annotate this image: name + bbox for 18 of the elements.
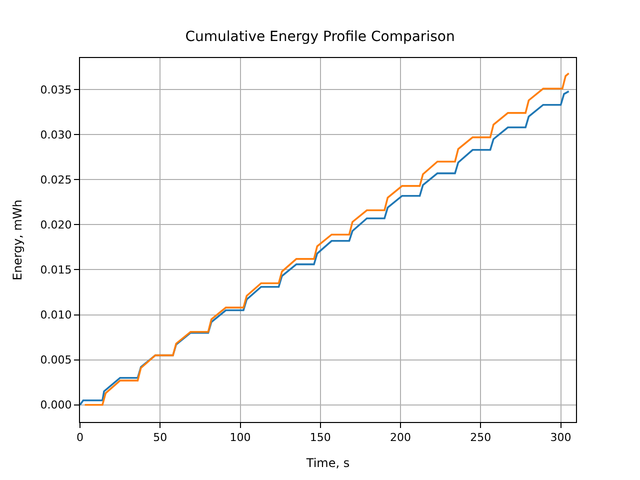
x-tick-label: 150 [310, 431, 331, 444]
x-tick-label: 50 [153, 431, 168, 444]
x-tick-label: 300 [550, 431, 572, 444]
x-axis-title: Time, s [305, 456, 350, 470]
x-tick-label: 200 [390, 431, 412, 444]
x-tick-label: 0 [76, 431, 84, 444]
y-tick-label: 0.030 [40, 128, 72, 142]
y-tick-label: 0.005 [40, 354, 72, 367]
y-axis-title: Energy, mWh [10, 200, 25, 280]
x-tick-label: 100 [230, 431, 251, 444]
y-tick-label: 0.015 [40, 264, 72, 277]
y-tick-label: 0.010 [40, 308, 72, 322]
y-tick-label: 0.035 [40, 83, 72, 96]
chart-title: Cumulative Energy Profile Comparison [185, 29, 455, 45]
y-tick-label: 0.020 [40, 218, 72, 232]
y-tick-label: 0.000 [40, 398, 72, 412]
y-tick-label: 0.025 [40, 173, 72, 186]
x-tick-label: 250 [470, 431, 492, 444]
